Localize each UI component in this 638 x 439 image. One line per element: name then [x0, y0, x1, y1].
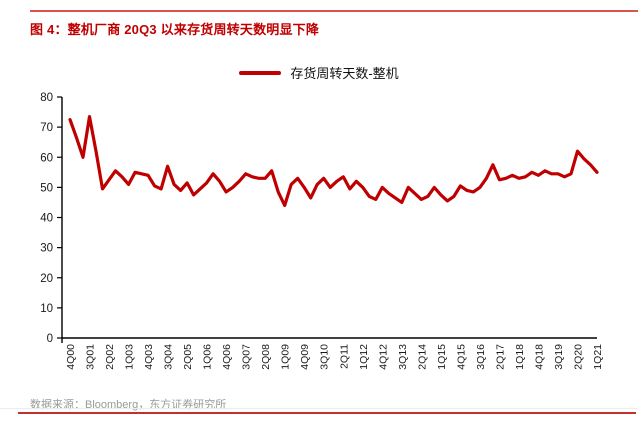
x-tick-label: 2Q08: [260, 344, 272, 370]
series-line: [68, 115, 599, 208]
x-tick-label: 3Q16: [475, 344, 487, 370]
y-tick-label: 70: [40, 122, 53, 134]
y-tick-label: 60: [40, 152, 53, 164]
x-tick-label: 4Q00: [65, 344, 77, 370]
x-tick-label: 4Q06: [221, 344, 233, 370]
x-tick-label: 2Q14: [416, 344, 428, 370]
x-tick-label: 3Q01: [85, 344, 97, 370]
x-tick-label: 3Q10: [319, 344, 331, 370]
y-tick-label: 20: [40, 273, 53, 285]
chart-legend: 存货周转天数-整机: [0, 63, 638, 82]
x-tick-label: 2Q20: [572, 344, 584, 370]
x-tick-label: 2Q17: [494, 344, 506, 370]
x-tick-label: 1Q03: [124, 344, 136, 370]
legend-line-swatch: [239, 70, 282, 75]
header-rule: [30, 10, 638, 12]
x-tick-label: 2Q02: [104, 344, 116, 370]
x-tick-label: 4Q09: [299, 344, 311, 370]
y-tick-label: 30: [40, 243, 53, 255]
y-tick-label: 10: [40, 303, 53, 315]
x-tick-label: 1Q15: [436, 344, 448, 370]
x-tick-label: 4Q03: [143, 344, 155, 370]
x-tick-label: 2Q05: [182, 344, 194, 370]
x-tick-label: 1Q21: [592, 344, 604, 370]
y-tick-label: 80: [40, 92, 53, 104]
x-tick-label: 2Q11: [338, 344, 350, 369]
x-tick-label: 4Q18: [533, 344, 545, 370]
x-tick-label: 3Q13: [397, 344, 409, 370]
y-tick-label: 0: [47, 333, 53, 345]
footer-rule: [18, 412, 636, 414]
x-tick-label: 1Q09: [280, 344, 292, 370]
y-tick-label: 40: [40, 213, 53, 225]
x-tick-label: 1Q18: [514, 344, 526, 370]
x-tick-label: 3Q19: [553, 344, 565, 370]
y-tick-label: 50: [40, 182, 53, 194]
x-tick-label: 1Q06: [202, 344, 214, 370]
x-tick-label: 4Q15: [455, 344, 467, 370]
x-tick-label: 3Q07: [241, 344, 253, 370]
figure-title: 图 4：整机厂商 20Q3 以来存货周转天数明显下降: [30, 22, 320, 37]
chart-area: 0 10 20 30 40 50 60 70 80 4Q00 3Q01 2Q02 1Q03 4Q03 3Q0…: [0, 85, 638, 385]
data-source-note: 数据来源：Bloomberg，东方证券研究所: [30, 399, 227, 411]
footer-thin-rule: [0, 408, 638, 409]
x-tick-label: 1Q12: [358, 344, 370, 370]
legend-label: 存货周转天数-整机: [290, 66, 399, 81]
x-tick-label: 4Q12: [377, 344, 389, 370]
line-chart: 0 10 20 30 40 50 60 70 80 4Q00 3Q01 2Q02 1Q03 4Q03 3Q0…: [40, 92, 604, 370]
x-tick-label: 3Q04: [163, 344, 175, 370]
